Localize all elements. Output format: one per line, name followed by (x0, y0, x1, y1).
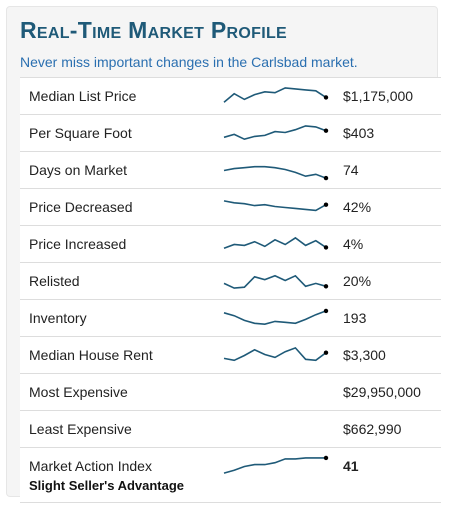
sparkline-endpoint (323, 455, 329, 461)
row-label: Most Expensive (29, 384, 128, 400)
row-value: 4% (343, 236, 364, 252)
sparkline-endpoint (323, 245, 329, 250)
sparkline (223, 200, 329, 212)
table-row: Per Square Foot $403 (20, 114, 441, 151)
row-label: Price Increased (29, 236, 127, 252)
sparkline-path (223, 125, 327, 141)
market-profile-widget: Real-Time Market Profile Never miss impo… (6, 6, 441, 503)
row-value: 20% (343, 273, 372, 289)
table-row: Median House Rent $3,300 (20, 336, 441, 373)
sparkline (223, 308, 329, 326)
widget-subtitle: Never miss important changes in the Carl… (20, 54, 358, 70)
row-label: Days on Market (29, 162, 128, 178)
row-value: 42% (343, 199, 372, 215)
sparkline (223, 125, 329, 141)
row-value: $662,990 (343, 421, 402, 437)
sparkline (223, 455, 329, 474)
row-value: $403 (343, 125, 375, 141)
sparkline-path (223, 310, 327, 326)
sparkline-endpoint (323, 308, 329, 314)
row-value: 74 (343, 162, 359, 178)
row-label: Market Action Index (29, 458, 152, 474)
row-label: Price Decreased (29, 199, 133, 215)
table-row: Relisted 20% (20, 262, 441, 299)
sparkline (223, 274, 329, 289)
sparkline (223, 165, 329, 181)
row-value: 193 (343, 310, 367, 326)
widget-title: Real-Time Market Profile (20, 17, 288, 43)
sparkline-path (223, 87, 327, 103)
row-label: Relisted (29, 273, 80, 289)
table-row: Inventory 193 (20, 299, 441, 336)
row-label: Least Expensive (29, 421, 132, 437)
sparkline-path (223, 346, 327, 362)
row-label: Median List Price (29, 88, 137, 104)
sparkline-endpoint (323, 350, 329, 355)
sparkline-endpoint (323, 175, 329, 181)
table-row: Market Action Index Slight Seller's Adva… (20, 447, 441, 503)
table-row: Days on Market 74 (20, 151, 441, 188)
sparkline-path (223, 274, 327, 289)
row-value: $3,300 (343, 347, 386, 363)
table-row: Median List Price $1,175,000 (20, 77, 441, 114)
sparkline (223, 87, 329, 103)
sparkline-endpoint (323, 95, 329, 100)
table-row: Most Expensive $29,950,000 (20, 373, 441, 410)
sparkline-endpoint (323, 128, 329, 133)
sparkline-path (223, 236, 327, 250)
market-table: Median List Price $1,175,000 Per Square … (20, 77, 441, 503)
sparkline-path (223, 200, 327, 212)
sparkline-path (223, 165, 327, 179)
market-status-label: Slight Seller's Advantage (29, 478, 185, 493)
sparkline (223, 236, 329, 250)
sparkline-endpoint (323, 202, 329, 207)
sparkline-endpoint (323, 284, 329, 289)
table-row: Least Expensive $662,990 (20, 410, 441, 447)
sparkline (223, 346, 329, 362)
row-label: Per Square Foot (29, 125, 132, 141)
row-label: Inventory (29, 310, 87, 326)
row-label: Median House Rent (29, 347, 153, 363)
sparkline-path (223, 457, 326, 474)
row-value: $1,175,000 (343, 88, 414, 104)
table-row: Price Increased 4% (20, 225, 441, 262)
market-action-index-value: 41 (343, 458, 359, 474)
row-value: $29,950,000 (343, 384, 421, 400)
table-row: Price Decreased 42% (20, 188, 441, 225)
